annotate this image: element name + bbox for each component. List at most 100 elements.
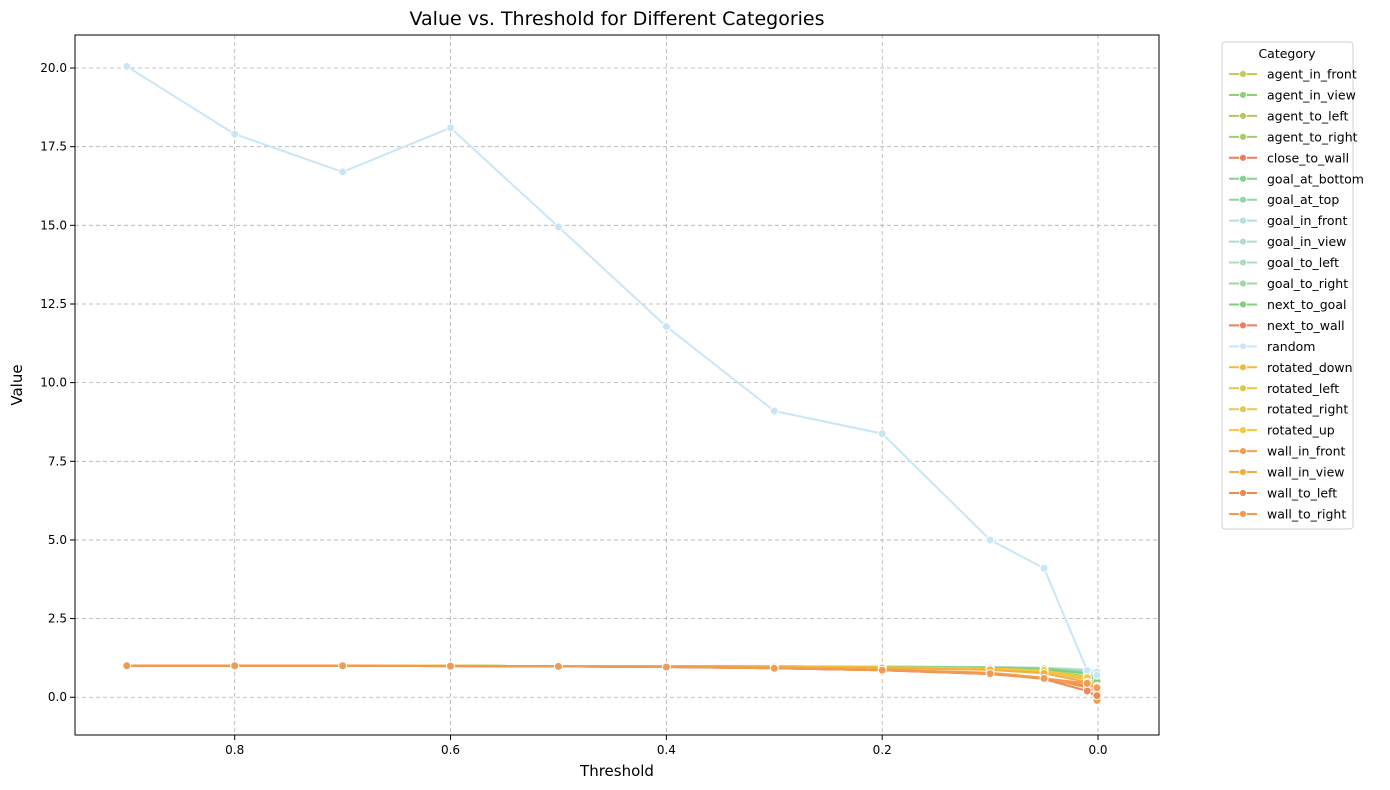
data-point: [661, 662, 671, 672]
legend-box: [1221, 41, 1354, 530]
series-random: [122, 61, 1102, 680]
data-point: [446, 123, 456, 133]
legend-swatch-marker: [1239, 384, 1247, 393]
y-tick-label: 5.0: [48, 533, 67, 547]
x-axis-title: Threshold: [579, 762, 654, 780]
x-tick-label: 0.8: [225, 743, 244, 757]
data-point: [338, 167, 348, 177]
legend-swatch-marker: [1239, 510, 1247, 518]
data-point: [122, 661, 132, 671]
legend-item: goal_at_bottom: [1229, 171, 1364, 186]
legend-swatch-marker: [1239, 363, 1247, 372]
legend-swatch-marker: [1239, 258, 1247, 267]
legend: Category agent_in_front agent_in_viewagen…: [1221, 41, 1364, 530]
legend-label: agent_in_front: [1267, 67, 1357, 82]
legend-item: wall_in_front: [1229, 444, 1346, 459]
data-point: [446, 661, 456, 671]
data-point: [877, 429, 887, 439]
legend-item: goal_to_left: [1229, 255, 1339, 270]
legend-item: next_to_wall: [1229, 318, 1345, 333]
legend-item: agent_in_view: [1229, 87, 1356, 102]
legend-item: wall_to_right: [1229, 506, 1346, 521]
series-layer: [122, 61, 1102, 705]
data-point: [1039, 563, 1049, 573]
legend-swatch-marker: [1239, 153, 1247, 162]
data-point: [1092, 670, 1102, 680]
x-tick-label: 0.4: [657, 743, 676, 757]
legend-label: rotated_right: [1267, 402, 1348, 417]
legend-item: agent_to_left: [1229, 108, 1349, 123]
legend-swatch-marker: [1239, 405, 1247, 414]
legend-swatch-marker: [1239, 426, 1247, 435]
legend-item: random: [1229, 339, 1315, 354]
legend-swatch-marker: [1239, 70, 1247, 78]
legend-item: goal_to_right: [1229, 276, 1348, 291]
plot-frame: [74, 34, 1160, 736]
legend-label: goal_in_front: [1267, 213, 1347, 228]
legend-label: close_to_wall: [1267, 150, 1349, 165]
grid-lines: [75, 35, 1159, 735]
legend-label: rotated_up: [1267, 423, 1335, 438]
data-point: [985, 669, 995, 679]
data-point: [661, 322, 671, 332]
data-point: [769, 663, 779, 673]
data-point: [122, 61, 132, 71]
legend-swatch-marker: [1239, 468, 1247, 476]
legend-label: wall_in_front: [1267, 444, 1346, 459]
legend-swatch-marker: [1239, 91, 1247, 99]
data-point: [230, 661, 240, 671]
x-tick-label: 0.6: [441, 743, 460, 757]
x-tick-label: 0.2: [873, 743, 892, 757]
y-tick-label: 17.5: [40, 140, 67, 154]
legend-swatch-marker: [1239, 321, 1247, 330]
data-point: [1082, 686, 1092, 696]
legend-swatch-marker: [1239, 342, 1247, 351]
y-tick-label: 20.0: [40, 61, 67, 75]
legend-item: agent_to_right: [1229, 129, 1358, 144]
legend-label: goal_at_bottom: [1267, 171, 1364, 186]
legend-item: agent_in_front: [1229, 67, 1357, 82]
legend-item: next_to_goal: [1229, 297, 1346, 312]
legend-label: agent_in_view: [1267, 87, 1356, 102]
y-tick-label: 12.5: [40, 297, 67, 311]
legend-item: rotated_up: [1229, 423, 1335, 438]
data-point: [769, 406, 779, 416]
legend-items: agent_in_front agent_in_view agent_to_left…: [1229, 67, 1364, 521]
legend-label: agent_to_left: [1267, 108, 1349, 123]
legend-swatch-marker: [1239, 195, 1247, 204]
legend-label: wall_in_view: [1267, 465, 1345, 480]
legend-label: goal_to_left: [1267, 255, 1339, 270]
legend-label: rotated_down: [1267, 360, 1353, 375]
legend-swatch-marker: [1239, 489, 1247, 497]
data-point: [877, 665, 887, 675]
legend-label: goal_at_top: [1267, 192, 1339, 207]
legend-item: goal_in_front: [1229, 213, 1347, 228]
legend-swatch-marker: [1239, 237, 1247, 246]
legend-title: Category: [1258, 46, 1316, 61]
legend-item: rotated_down: [1229, 360, 1353, 375]
data-point: [553, 661, 563, 671]
legend-label: next_to_goal: [1267, 297, 1346, 312]
legend-item: wall_in_view: [1229, 465, 1345, 480]
legend-label: next_to_wall: [1267, 318, 1345, 333]
series-line: [126, 65, 1098, 677]
legend-item: close_to_wall: [1229, 150, 1349, 165]
legend-label: goal_to_right: [1267, 276, 1348, 291]
data-point: [1092, 691, 1102, 701]
y-tick-label: 2.5: [48, 612, 67, 626]
legend-label: random: [1267, 339, 1315, 354]
legend-item: goal_at_top: [1229, 192, 1339, 207]
legend-item: rotated_right: [1229, 402, 1348, 417]
legend-swatch-marker: [1239, 216, 1247, 225]
data-point: [1039, 673, 1049, 683]
legend-item: rotated_left: [1229, 381, 1339, 396]
data-point: [230, 129, 240, 139]
data-point: [1092, 683, 1102, 693]
series-wall-to-right: [122, 661, 1102, 693]
series-line: [126, 664, 1098, 689]
x-tick-label: 0.0: [1088, 743, 1107, 757]
y-axis-title: Value: [8, 364, 26, 405]
y-tick-label: 10.0: [40, 376, 67, 390]
legend-item: wall_to_left: [1229, 486, 1337, 501]
